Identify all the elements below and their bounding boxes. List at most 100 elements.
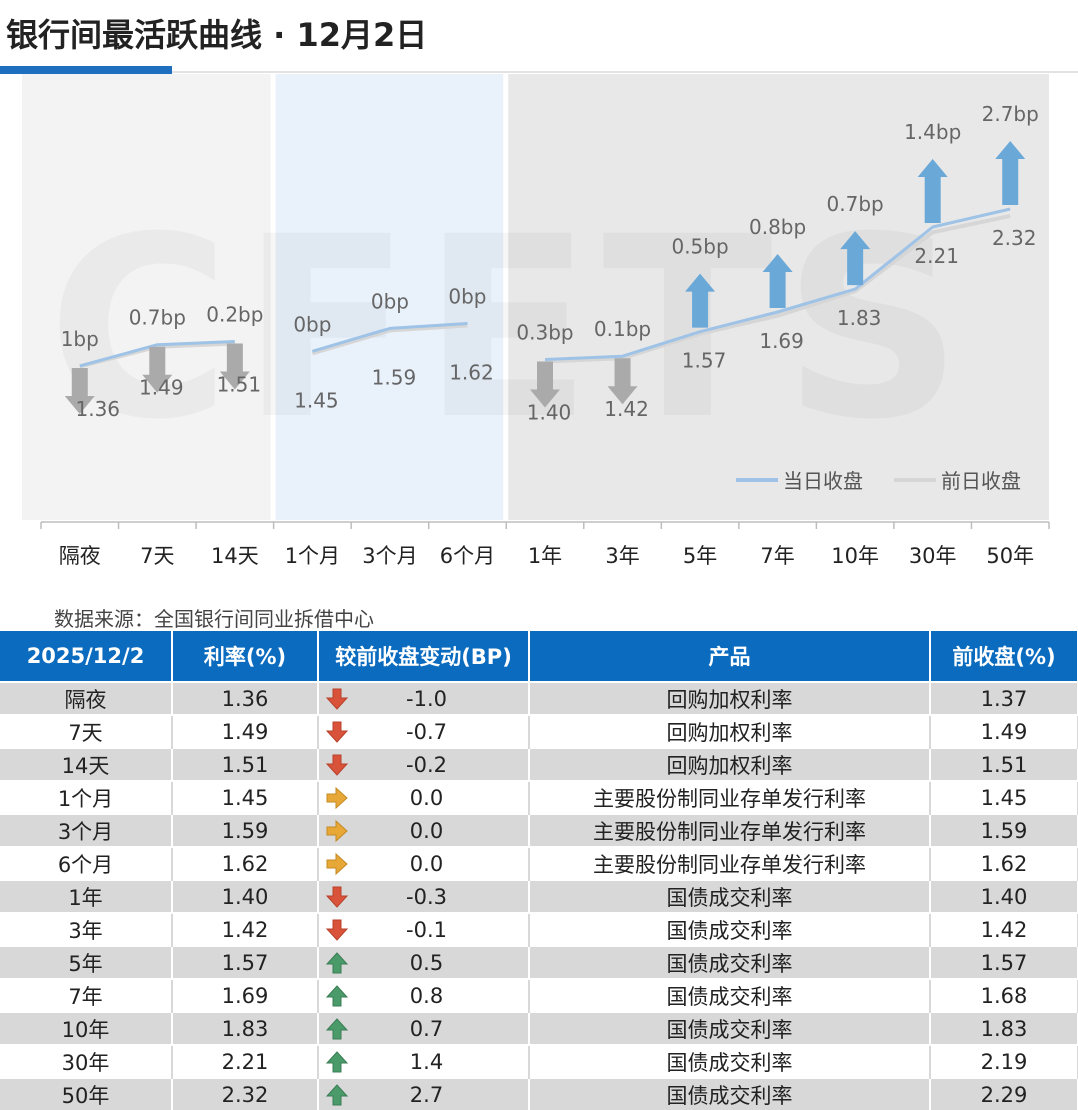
arrow-down-icon xyxy=(325,688,349,710)
change-value: 0.0 xyxy=(409,851,444,876)
x-tick-label: 30年 xyxy=(909,544,957,568)
cell-change: 1.4 xyxy=(318,1044,530,1078)
change-value: -0.2 xyxy=(406,752,447,777)
cell-prev-close: 1.62 xyxy=(930,846,1078,880)
change-value: 2.7 xyxy=(409,1082,444,1107)
series-line-previous xyxy=(311,323,468,356)
cell-change: 2.7 xyxy=(318,1077,530,1110)
change-arrow-up xyxy=(762,254,793,309)
change-bp-label: 0bp xyxy=(293,312,331,336)
change-value: -0.1 xyxy=(406,917,447,942)
cell-tenor: 14天 xyxy=(0,747,173,781)
table-row: 1年 1.40 -0.3 国债成交利率 1.40 xyxy=(0,879,1078,913)
change-bp-label: 0bp xyxy=(371,289,409,313)
x-tick-label: 5年 xyxy=(683,544,717,568)
change-value: -0.7 xyxy=(406,719,447,744)
change-value: -0.3 xyxy=(406,884,447,909)
value-label: 2.21 xyxy=(914,244,959,268)
change-arrow-up xyxy=(917,158,948,223)
change-value: 0.8 xyxy=(409,983,444,1008)
change-bp-label: 2.7bp xyxy=(982,102,1039,126)
cell-change: -1.0 xyxy=(318,681,530,715)
cell-product: 主要股份制同业存单发行利率 xyxy=(529,780,931,814)
arrow-up-icon xyxy=(325,1018,349,1040)
cell-product: 回购加权利率 xyxy=(529,714,931,748)
x-tick-label: 14天 xyxy=(211,544,259,568)
change-value: 0.0 xyxy=(409,785,444,810)
cell-rate: 1.42 xyxy=(172,912,319,946)
header-rate: 利率(%) xyxy=(172,631,319,682)
change-bp-label: 0.7bp xyxy=(129,306,186,330)
cell-product: 国债成交利率 xyxy=(529,1044,931,1078)
cell-change: 0.0 xyxy=(318,780,530,814)
arrow-up-icon xyxy=(325,1051,349,1073)
x-tick-label: 50年 xyxy=(986,544,1034,568)
table-row: 5年 1.57 0.5 国债成交利率 1.57 xyxy=(0,945,1078,979)
table-row: 6个月 1.62 0.0 主要股份制同业存单发行利率 1.62 xyxy=(0,846,1078,880)
change-arrow-down xyxy=(607,358,638,405)
legend-label-previous: 前日收盘 xyxy=(941,469,1021,493)
cell-prev-close: 1.49 xyxy=(930,714,1078,748)
table-row: 3年 1.42 -0.1 国债成交利率 1.42 xyxy=(0,912,1078,946)
cell-prev-close: 1.83 xyxy=(930,1011,1078,1045)
change-bp-label: 0.7bp xyxy=(827,192,884,216)
value-label: 1.42 xyxy=(604,397,649,421)
value-label: 1.40 xyxy=(527,400,572,424)
cell-tenor: 3年 xyxy=(0,912,173,946)
cell-change: -0.2 xyxy=(318,747,530,781)
header-prev-close: 前收盘(%) xyxy=(930,631,1078,682)
cell-change: -0.3 xyxy=(318,879,530,913)
table-row: 1个月 1.45 0.0 主要股份制同业存单发行利率 1.45 xyxy=(0,780,1078,814)
x-tick-label: 7年 xyxy=(760,544,794,568)
arrow-down-icon xyxy=(325,886,349,908)
table-row: 7天 1.49 -0.7 回购加权利率 1.49 xyxy=(0,714,1078,748)
series-line-current xyxy=(79,340,235,368)
cell-product: 国债成交利率 xyxy=(529,1077,931,1110)
header-product: 产品 xyxy=(529,631,931,682)
cell-rate: 2.32 xyxy=(172,1077,319,1110)
value-label: 1.49 xyxy=(139,376,184,400)
cell-rate: 1.57 xyxy=(172,945,319,979)
cell-product: 回购加权利率 xyxy=(529,681,931,715)
cell-rate: 2.21 xyxy=(172,1044,319,1078)
cell-rate: 1.69 xyxy=(172,978,319,1012)
arrow-down-icon xyxy=(325,919,349,941)
change-value: -1.0 xyxy=(406,686,447,711)
value-label: 2.32 xyxy=(992,226,1037,250)
x-tick-label: 3年 xyxy=(605,544,639,568)
group-panel-2 xyxy=(275,74,504,520)
change-value: 0.5 xyxy=(409,950,444,975)
cell-prev-close: 2.19 xyxy=(930,1044,1078,1078)
cell-change: 0.0 xyxy=(318,846,530,880)
cell-tenor: 7天 xyxy=(0,714,173,748)
cell-change: -0.7 xyxy=(318,714,530,748)
header-change: 较前收盘变动(BP) xyxy=(318,631,530,682)
cell-rate: 1.40 xyxy=(172,879,319,913)
cell-change: 0.7 xyxy=(318,1011,530,1045)
cell-tenor: 3个月 xyxy=(0,813,173,847)
x-tick-label: 6个月 xyxy=(440,544,495,568)
arrow-up-icon xyxy=(325,1084,349,1106)
change-arrow-up xyxy=(995,141,1026,205)
change-arrow-up xyxy=(685,273,716,328)
cell-tenor: 隔夜 xyxy=(0,681,173,715)
arrow-up-icon xyxy=(325,985,349,1007)
cell-prev-close: 1.59 xyxy=(930,813,1078,847)
cell-rate: 1.59 xyxy=(172,813,319,847)
cell-change: 0.8 xyxy=(318,978,530,1012)
page-title: 银行间最活跃曲线 · 12月2日 xyxy=(6,16,428,54)
cell-change: 0.0 xyxy=(318,813,530,847)
x-tick-label: 隔夜 xyxy=(59,544,101,568)
data-source-note: 数据来源：全国银行间同业拆借中心 xyxy=(54,607,374,631)
change-arrow-down xyxy=(219,343,250,390)
table-row: 隔夜 1.36 -1.0 回购加权利率 1.37 xyxy=(0,681,1078,715)
value-label: 1.69 xyxy=(759,329,804,353)
cell-prev-close: 1.68 xyxy=(930,978,1078,1012)
table-row: 3个月 1.59 0.0 主要股份制同业存单发行利率 1.59 xyxy=(0,813,1078,847)
cell-tenor: 6个月 xyxy=(0,846,173,880)
cell-product: 国债成交利率 xyxy=(529,945,931,979)
cell-product: 国债成交利率 xyxy=(529,879,931,913)
cell-product: 国债成交利率 xyxy=(529,912,931,946)
cell-rate: 1.83 xyxy=(172,1011,319,1045)
cell-change: -0.1 xyxy=(318,912,530,946)
